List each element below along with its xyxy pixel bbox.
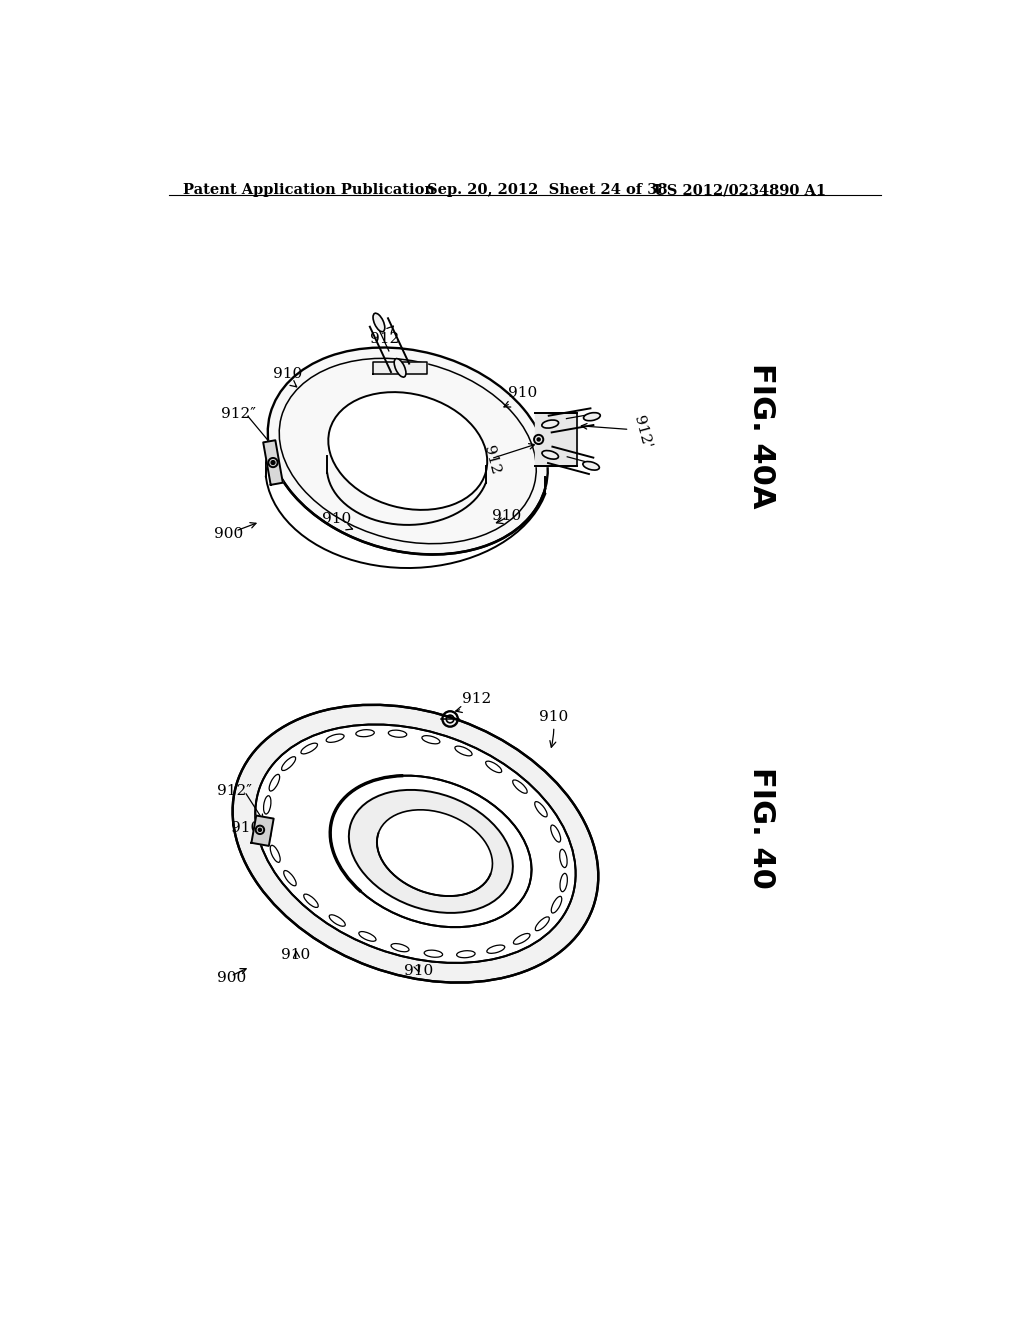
Polygon shape xyxy=(263,441,283,484)
Ellipse shape xyxy=(424,950,442,957)
Text: 910: 910 xyxy=(281,948,310,962)
Ellipse shape xyxy=(356,730,375,737)
Text: 910: 910 xyxy=(322,512,352,529)
Text: 910: 910 xyxy=(230,821,263,836)
Text: 910: 910 xyxy=(504,387,538,407)
Circle shape xyxy=(538,438,541,441)
Ellipse shape xyxy=(535,801,547,817)
Ellipse shape xyxy=(455,746,472,756)
Text: 912: 912 xyxy=(370,326,399,346)
Ellipse shape xyxy=(263,796,271,814)
Text: 912: 912 xyxy=(456,692,490,713)
Text: 912: 912 xyxy=(361,855,393,875)
Ellipse shape xyxy=(377,809,493,896)
Ellipse shape xyxy=(513,933,530,944)
Ellipse shape xyxy=(349,789,513,913)
Ellipse shape xyxy=(232,705,598,982)
Text: 912″: 912″ xyxy=(217,784,252,799)
Ellipse shape xyxy=(513,780,527,793)
Ellipse shape xyxy=(270,845,281,862)
Ellipse shape xyxy=(457,950,475,958)
Ellipse shape xyxy=(583,462,599,470)
Ellipse shape xyxy=(329,915,345,927)
Text: 910: 910 xyxy=(403,964,433,978)
Ellipse shape xyxy=(255,725,575,962)
Text: 900: 900 xyxy=(214,527,243,541)
Circle shape xyxy=(271,461,274,465)
Ellipse shape xyxy=(584,413,600,421)
Polygon shape xyxy=(535,412,578,466)
Ellipse shape xyxy=(485,762,502,772)
Text: 912': 912' xyxy=(631,413,653,450)
Ellipse shape xyxy=(284,870,296,886)
Text: 910: 910 xyxy=(493,510,521,524)
Ellipse shape xyxy=(422,735,440,744)
Ellipse shape xyxy=(486,945,505,953)
Text: FIG. 40A: FIG. 40A xyxy=(748,363,776,508)
Text: FIG. 40: FIG. 40 xyxy=(748,767,776,890)
Text: 912: 912 xyxy=(481,445,502,477)
Ellipse shape xyxy=(536,917,549,931)
Ellipse shape xyxy=(358,932,376,941)
Ellipse shape xyxy=(388,730,407,738)
Text: Sep. 20, 2012  Sheet 24 of 38: Sep. 20, 2012 Sheet 24 of 38 xyxy=(427,183,668,197)
Ellipse shape xyxy=(267,347,548,554)
Ellipse shape xyxy=(542,450,558,459)
Ellipse shape xyxy=(304,894,318,907)
Circle shape xyxy=(258,829,261,832)
Ellipse shape xyxy=(327,734,344,742)
Ellipse shape xyxy=(542,420,558,428)
Text: Patent Application Publication: Patent Application Publication xyxy=(183,183,435,197)
Polygon shape xyxy=(252,816,273,846)
Ellipse shape xyxy=(551,825,561,842)
Ellipse shape xyxy=(301,743,317,754)
Text: US 2012/0234890 A1: US 2012/0234890 A1 xyxy=(654,183,826,197)
Text: 900: 900 xyxy=(217,972,246,986)
Text: 910: 910 xyxy=(273,367,302,387)
Ellipse shape xyxy=(282,756,296,771)
Ellipse shape xyxy=(269,775,280,791)
Ellipse shape xyxy=(560,874,567,892)
Ellipse shape xyxy=(394,359,406,378)
Text: 912': 912' xyxy=(431,862,467,884)
Ellipse shape xyxy=(551,896,562,913)
Polygon shape xyxy=(373,362,427,374)
Ellipse shape xyxy=(329,392,487,510)
Ellipse shape xyxy=(373,313,385,331)
Ellipse shape xyxy=(391,944,409,952)
Ellipse shape xyxy=(330,776,531,927)
Ellipse shape xyxy=(560,849,567,867)
Text: 912″: 912″ xyxy=(221,407,256,421)
Ellipse shape xyxy=(264,820,271,838)
Text: 910: 910 xyxy=(539,710,568,747)
